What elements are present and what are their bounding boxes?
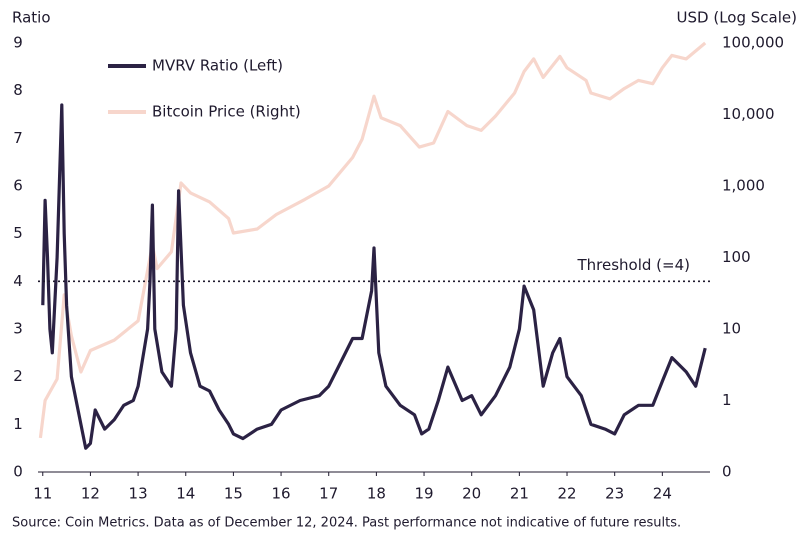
threshold-label: Threshold (=4) <box>576 256 690 274</box>
y-tick-label: 7 <box>13 129 23 147</box>
x-tick-label: 17 <box>319 485 338 503</box>
legend-label: MVRV Ratio (Left) <box>152 57 283 75</box>
y-tick-label: 3 <box>13 320 23 338</box>
x-tick-label: 23 <box>605 485 624 503</box>
y-axis-title: Ratio <box>12 9 51 27</box>
y2-tick-label: 100 <box>722 248 751 266</box>
x-tick-label: 24 <box>653 485 672 503</box>
y2-tick-label: 100,000 <box>722 34 784 52</box>
y-tick-label: 6 <box>13 177 23 195</box>
y2-tick-label: 1,000 <box>722 177 765 195</box>
y2-tick-label: 10 <box>722 320 741 338</box>
y2-tick-label: 1 <box>722 391 732 409</box>
footnote: Source: Coin Metrics. Data as of Decembe… <box>12 516 681 531</box>
x-tick-label: 14 <box>176 485 195 503</box>
x-tick-label: 16 <box>272 485 291 503</box>
y-tick-label: 2 <box>13 367 23 385</box>
y-tick-label: 8 <box>13 81 23 99</box>
y-tick-label: 9 <box>13 34 23 52</box>
x-tick-label: 20 <box>462 485 481 503</box>
y2-tick-label: 0 <box>722 463 732 481</box>
x-tick-label: 18 <box>367 485 386 503</box>
y-tick-label: 1 <box>13 415 23 433</box>
y2-axis-title: USD (Log Scale) <box>677 9 797 27</box>
x-tick-label: 22 <box>557 485 576 503</box>
series-line <box>38 41 707 439</box>
y-tick-label: 4 <box>13 272 23 290</box>
x-tick-label: 21 <box>510 485 529 503</box>
y-tick-label: 5 <box>13 224 23 242</box>
legend-label: Bitcoin Price (Right) <box>152 103 301 121</box>
x-tick-label: 13 <box>129 485 148 503</box>
x-tick-label: 19 <box>414 485 433 503</box>
x-tick-label: 11 <box>33 485 52 503</box>
x-tick-label: 15 <box>224 485 243 503</box>
series-line <box>41 103 707 450</box>
y2-tick-label: 10,000 <box>722 105 775 123</box>
x-tick-label: 12 <box>81 485 100 503</box>
y-tick-label: 0 <box>13 463 23 481</box>
